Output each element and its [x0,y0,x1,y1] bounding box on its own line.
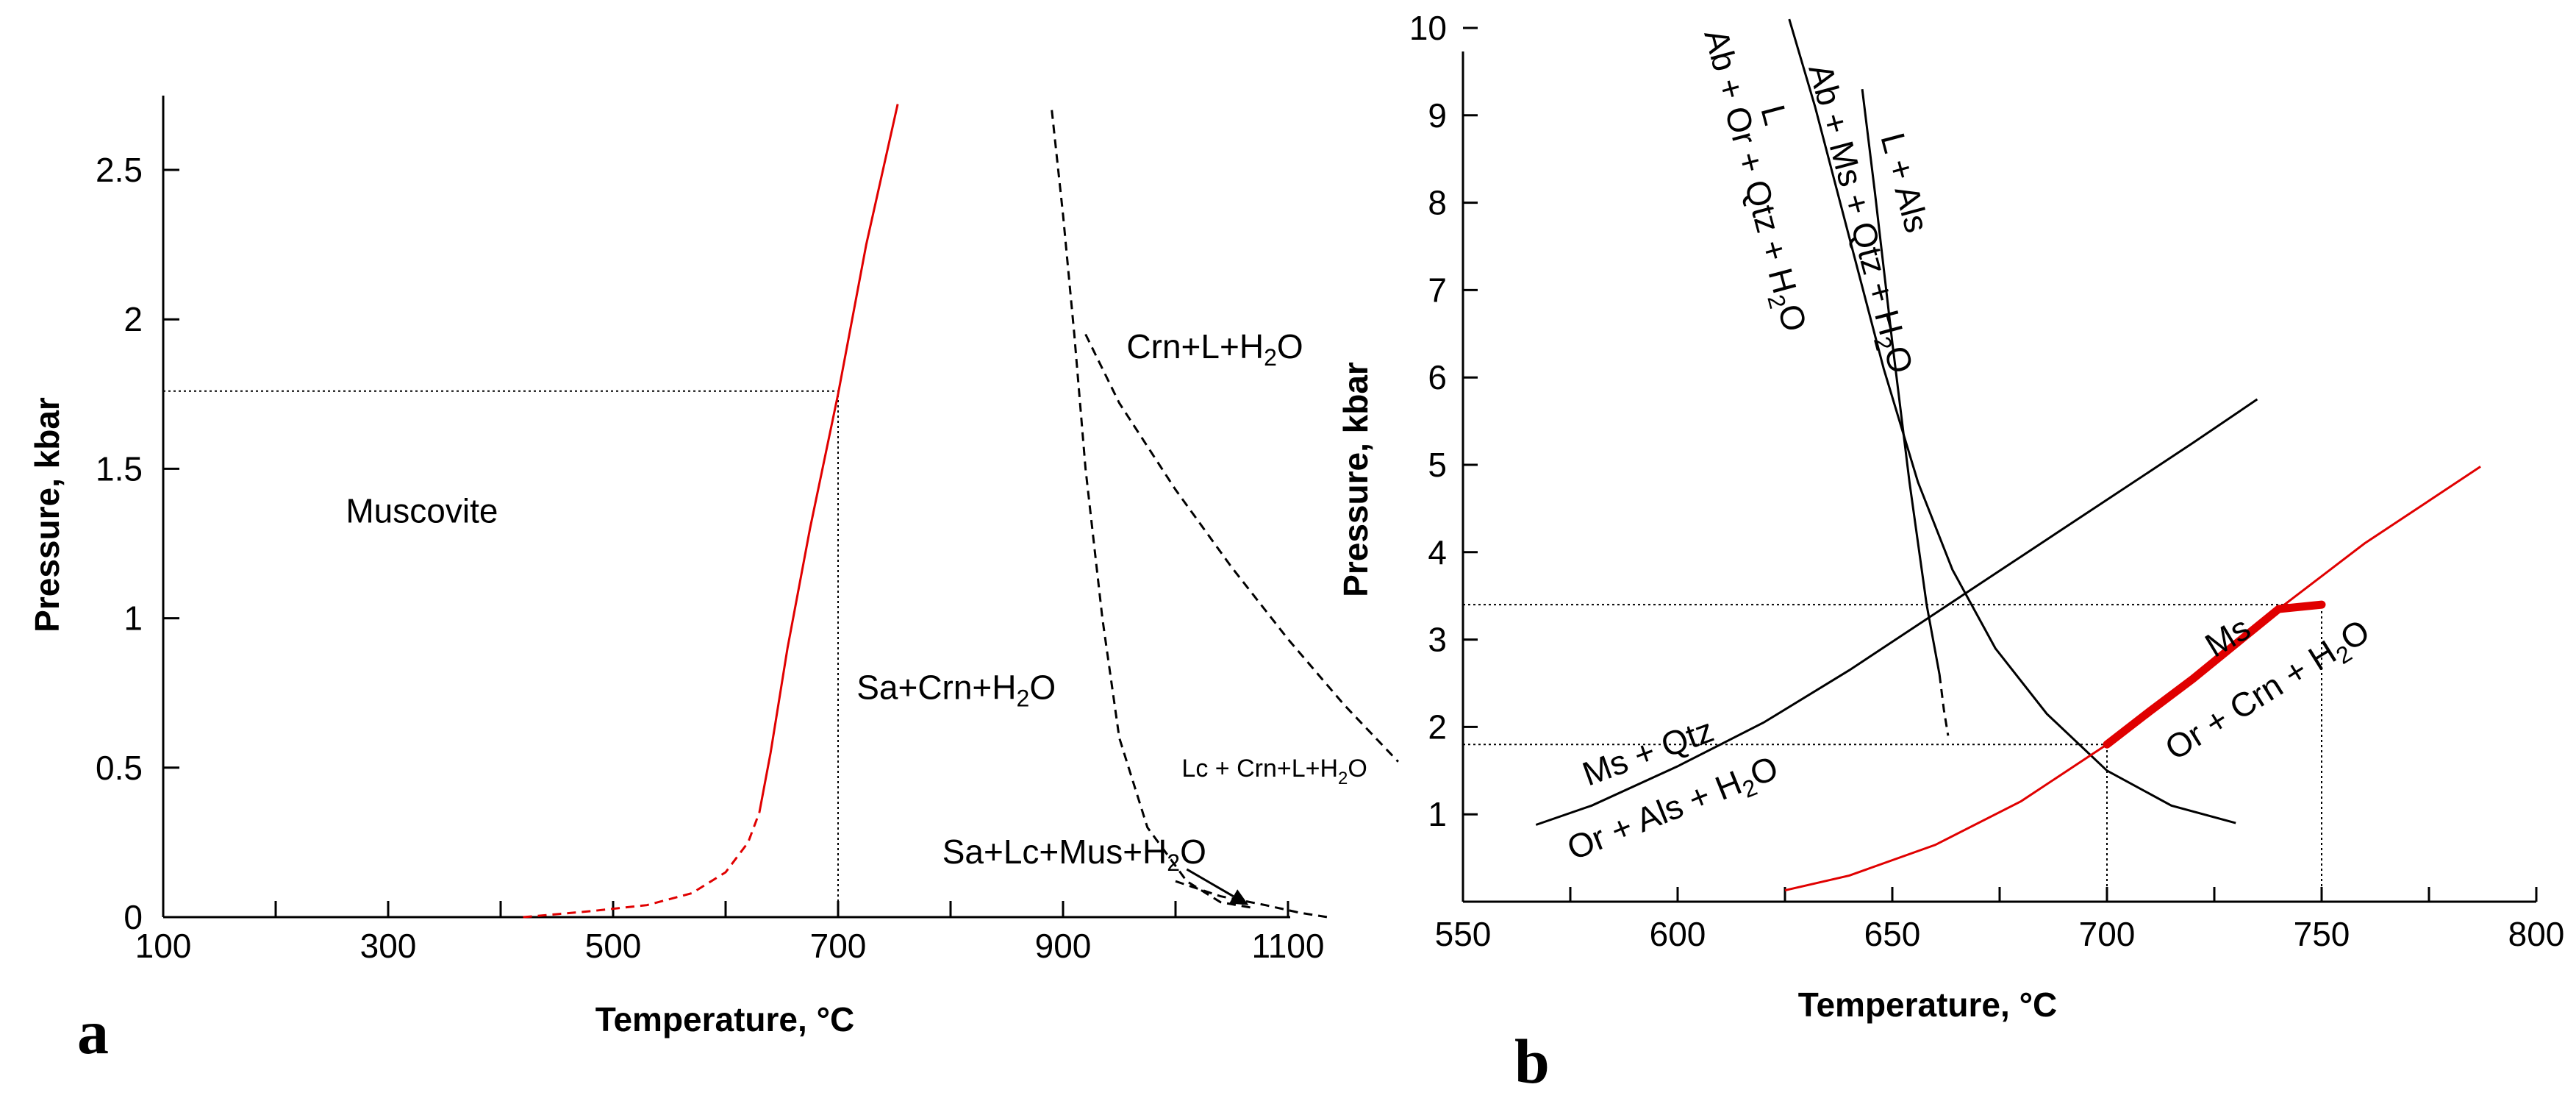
curve1-label-bottom: L [1753,101,1795,129]
panel-b-y-tick-label: 5 [1428,446,1447,484]
panel-a-x-tick-label: 100 [135,927,192,965]
panel-b-ticks: 550 600 650 700 750 800 1 2 3 4 5 6 7 8 9 10 [1409,9,2565,953]
panel-b-y-tick-label: 9 [1428,96,1447,135]
panel-a-annotation: Lc + Crn+L+H2O [1181,755,1367,788]
panel-a-chart: 100 300 500 700 900 1100 0 0.5 1 1.5 2 2.5 Muscovit… [28,96,1399,1067]
curve1-label-top: Ab + Or + Qtz + H2O [1692,25,1814,337]
panel-b-ab-ms-qtz-h2o-solid [1861,89,1941,675]
panel-a-y-axis-title: Pressure, kbar [28,397,66,633]
panel-a-arrow-head [1229,889,1249,905]
panel-a-annotation: Sa+Crn+H2O [856,668,1056,711]
panel-a-muscovite-breakdown-dashed [523,812,761,919]
panel-b-y-tick-label: 7 [1428,271,1447,309]
panel-a-letter: a [77,997,109,1067]
panel-b-reference-lines [1463,604,2322,902]
panel-a-reference-lines [163,390,839,917]
panel-a-crn-l-h2o-boundary [1084,333,1399,763]
panel-b-ms-breakdown-red [1784,466,2481,892]
curve2-label-bottom: L + Als [1873,129,1936,236]
panel-a-lc-boundary [1175,880,1328,919]
panel-a-x-tick-label: 300 [360,927,417,965]
panel-a-annotation: Muscovite [346,492,498,530]
panel-a-y-tick-label: 0.5 [96,749,143,787]
panel-b-ms-qtz-breakdown [1535,398,2258,826]
panel-b-x-tick-label: 600 [1650,915,1706,953]
panel-a-x-tick-label: 1100 [1252,927,1325,965]
panel-b-y-axis-title: Pressure, kbar [1337,362,1375,597]
panel-a-ticks: 100 300 500 700 900 1100 0 0.5 1 1.5 2 2.5 [96,151,1324,965]
panel-a-y-tick-label: 2 [124,300,143,338]
panel-a-y-tick-label: 0 [124,898,143,936]
panel-a-y-tick-label: 2.5 [96,151,143,189]
panel-b-y-tick-label: 4 [1428,533,1447,571]
ms-label: Ms [2198,608,2256,664]
panel-a-annotation: Crn+L+H2O [1126,327,1303,371]
panel-b-x-tick-label: 800 [2508,915,2565,953]
panel-b-chart: 550 600 650 700 750 800 1 2 3 4 5 6 7 8 9 10 Ab + Or + … [1337,9,2564,1097]
panel-b-y-tick-label: 3 [1428,621,1447,659]
panel-b-y-tick-label: 1 [1428,795,1447,833]
panel-a-crn-l-boundary [1051,110,1255,910]
panel-a-x-tick-label: 500 [585,927,642,965]
panel-a-arrow [1186,868,1234,898]
panel-b-ab-ms-qtz-h2o-dashed [1938,674,1950,736]
panel-a-annotation: Sa+Lc+Mus+H2O [942,833,1206,876]
panel-a-y-tick-label: 1 [124,599,143,638]
panel-a-muscovite-breakdown-solid [758,104,899,813]
panel-b-y-tick-label: 6 [1428,358,1447,396]
panel-a-x-tick-label: 900 [1035,927,1092,965]
panel-b-x-tick-label: 750 [2294,915,2350,953]
panel-a-curves [523,104,1399,919]
panel-b-granite-wet-solidus [1788,18,2236,824]
panel-b-y-tick-label: 10 [1409,9,1447,47]
or-crn-h2o-label: Or + Crn + H2O [2158,611,2379,772]
panel-b-letter: b [1514,1026,1550,1097]
panel-a-x-tick-label: 700 [810,927,867,965]
panel-b-x-tick-label: 550 [1435,915,1492,953]
panel-b-y-tick-label: 8 [1428,184,1447,222]
panel-a-y-tick-label: 1.5 [96,449,143,488]
panel-b-x-tick-label: 650 [1864,915,1921,953]
panel-b-ms-breakdown-highlight [2103,600,2326,749]
panel-a-annotations: Muscovite Sa+Crn+H2O Crn+L+H2O Lc + Crn+L+H… [346,327,1367,876]
panel-b-y-tick-label: 2 [1428,708,1447,746]
panel-b-x-axis-title: Temperature, °C [1798,986,2057,1024]
panel-a-x-axis-title: Temperature, °C [595,1000,854,1038]
panel-b-x-tick-label: 700 [2079,915,2136,953]
panel-b-curves [1535,18,2481,892]
